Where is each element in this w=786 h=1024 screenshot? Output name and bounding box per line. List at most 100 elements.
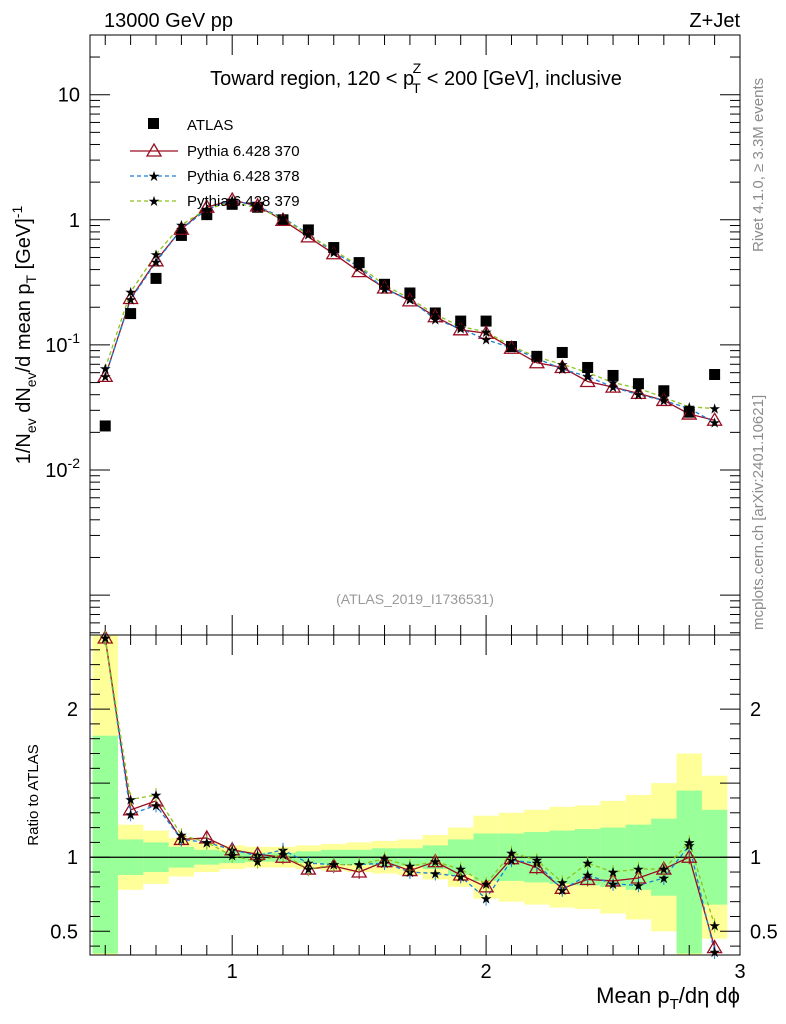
ratio-p379-point: ★ xyxy=(175,827,188,843)
p370-point xyxy=(528,354,546,369)
p370-point xyxy=(351,263,368,278)
ratio-p379-point: ★ xyxy=(607,864,620,880)
legend: ATLAS Pythia 6.428 370 ★ Pythia 6.428 37… xyxy=(130,117,300,210)
legend-p378-label: Pythia 6.428 378 xyxy=(187,168,300,185)
atlas-point xyxy=(632,378,644,390)
legend-p370-label: Pythia 6.428 370 xyxy=(187,143,300,160)
p379-point: ★ xyxy=(302,227,315,243)
ratio-p370-point xyxy=(579,871,596,886)
p370-point xyxy=(274,212,292,226)
atlas-point xyxy=(353,257,365,269)
side-rivet: Rivet 4.1.0, ≥ 3.3M events xyxy=(750,78,767,252)
p378-point: ★ xyxy=(277,210,290,226)
ratio-frame xyxy=(89,634,741,956)
atlas-point xyxy=(658,385,670,397)
p370-point xyxy=(452,321,469,336)
p378-point: ★ xyxy=(683,401,696,417)
p378-point: ★ xyxy=(201,201,214,217)
legend-atlas-marker xyxy=(148,118,159,129)
ratio-p378-point: ★ xyxy=(454,868,467,884)
ratio-p378-point: ★ xyxy=(607,876,620,892)
atlas-point xyxy=(201,209,213,221)
p378-point: ★ xyxy=(251,198,264,214)
y-tick-exp: -2 xyxy=(68,455,81,471)
p378-point: ★ xyxy=(454,321,467,337)
p379-point: ★ xyxy=(378,277,391,293)
ratio-p379-point: ★ xyxy=(302,861,315,877)
xlabel-a: Mean p xyxy=(596,983,669,1008)
p378-point: ★ xyxy=(632,387,645,403)
title-post: < 200 [GeV], inclusive xyxy=(421,68,622,90)
ylabel-c-sub: T xyxy=(23,274,39,283)
y-tick-label: 10-1 xyxy=(45,330,80,357)
atlas-point xyxy=(125,308,137,320)
main-series: ★★★★★★ ★★★★★★★★★★ ★★★ ★★ ★ ★★★★★★★★ ★ ★★★★★★★★★… xyxy=(97,191,723,432)
p379-point: ★ xyxy=(683,399,696,415)
legend-atlas-label: ATLAS xyxy=(187,117,233,134)
p379-point: ★ xyxy=(124,284,137,300)
ylabel-c: /d mean p xyxy=(13,283,35,372)
y-tick-label: 10 xyxy=(58,85,80,107)
atlas-point xyxy=(505,341,517,353)
ratio-bands xyxy=(90,635,740,955)
y-tick-base: 10 xyxy=(45,460,67,482)
ratio-p379-point: ★ xyxy=(150,787,163,803)
y-tick-base: 10 xyxy=(45,335,67,357)
p379-point: ★ xyxy=(607,375,620,391)
p378-point: ★ xyxy=(531,350,544,366)
legend-p378-marker: ★ xyxy=(148,168,161,184)
p379-point: ★ xyxy=(277,211,290,227)
p378-point: ★ xyxy=(99,368,112,384)
p379-point: ★ xyxy=(531,349,544,365)
p379-point: ★ xyxy=(581,365,594,381)
ratio-p379-point: ★ xyxy=(201,834,214,850)
title-pre: Toward region, 120 < p xyxy=(210,68,414,90)
ratio-p370-point xyxy=(681,848,698,863)
ratio-p370-point xyxy=(528,859,546,874)
ratio-p370-point xyxy=(274,848,292,863)
p379-point: ★ xyxy=(226,194,239,210)
ratio-p379-point: ★ xyxy=(556,874,569,890)
p379-point: ★ xyxy=(99,360,112,376)
ratio-p378-point: ★ xyxy=(581,867,594,883)
ratio-p379-point: ★ xyxy=(632,861,645,877)
ratio-y-tick-label-right: 0.5 xyxy=(750,921,778,943)
y-tick-base: 1 xyxy=(69,210,80,232)
p379-point: ★ xyxy=(429,307,442,323)
p378-point: ★ xyxy=(480,332,493,348)
p378-point: ★ xyxy=(581,368,594,384)
atlas-point xyxy=(709,369,721,381)
p379-point: ★ xyxy=(327,242,340,258)
p379-point: ★ xyxy=(454,319,467,335)
ratio-p379-point: ★ xyxy=(378,851,391,867)
p378-point: ★ xyxy=(505,340,518,356)
p379-point: ★ xyxy=(201,201,214,217)
ratio-p378-point: ★ xyxy=(480,891,493,907)
atlas-point xyxy=(683,406,695,418)
p378-point: ★ xyxy=(607,379,620,395)
ratio-y-tick-label-left: 2 xyxy=(67,699,78,721)
atlas-point xyxy=(252,201,264,213)
ylabel-d: [GeV] xyxy=(13,218,35,275)
p378-point: ★ xyxy=(226,192,239,208)
y-tick-label: 1 xyxy=(69,210,80,232)
p379-point: ★ xyxy=(505,338,518,354)
ratio-p379-point: ★ xyxy=(226,848,239,864)
ratio-series: ★★★★ ★ ★ ★ ★★ ★ ★ ★★ ★ ★★★ ★★★★ ★ ★★★★★ ★★ ★★ ★ ★★ ★ ★ ★ ★ ★ ★… xyxy=(97,629,723,960)
ratio-p378-point: ★ xyxy=(708,944,721,960)
atlas-point xyxy=(607,369,619,381)
p370-point xyxy=(477,324,495,339)
atlas-point xyxy=(582,361,594,373)
p378-point: ★ xyxy=(378,281,391,297)
series-line-379 xyxy=(104,201,715,410)
ratio-p379-point: ★ xyxy=(251,854,264,870)
ratio-p379-point: ★ xyxy=(708,917,721,933)
ref-label: (ATLAS_2019_I1736531) xyxy=(336,591,494,607)
ratio-p378-point: ★ xyxy=(150,797,163,813)
p370-point xyxy=(300,228,317,243)
ratio-y-tick-label-left: 1 xyxy=(67,847,78,869)
legend-p379-label: Pythia 6.428 379 xyxy=(187,193,300,210)
band-green-bin xyxy=(92,735,118,954)
title-sub: T xyxy=(412,80,421,96)
ylabel-b-sub: ev xyxy=(23,372,39,387)
